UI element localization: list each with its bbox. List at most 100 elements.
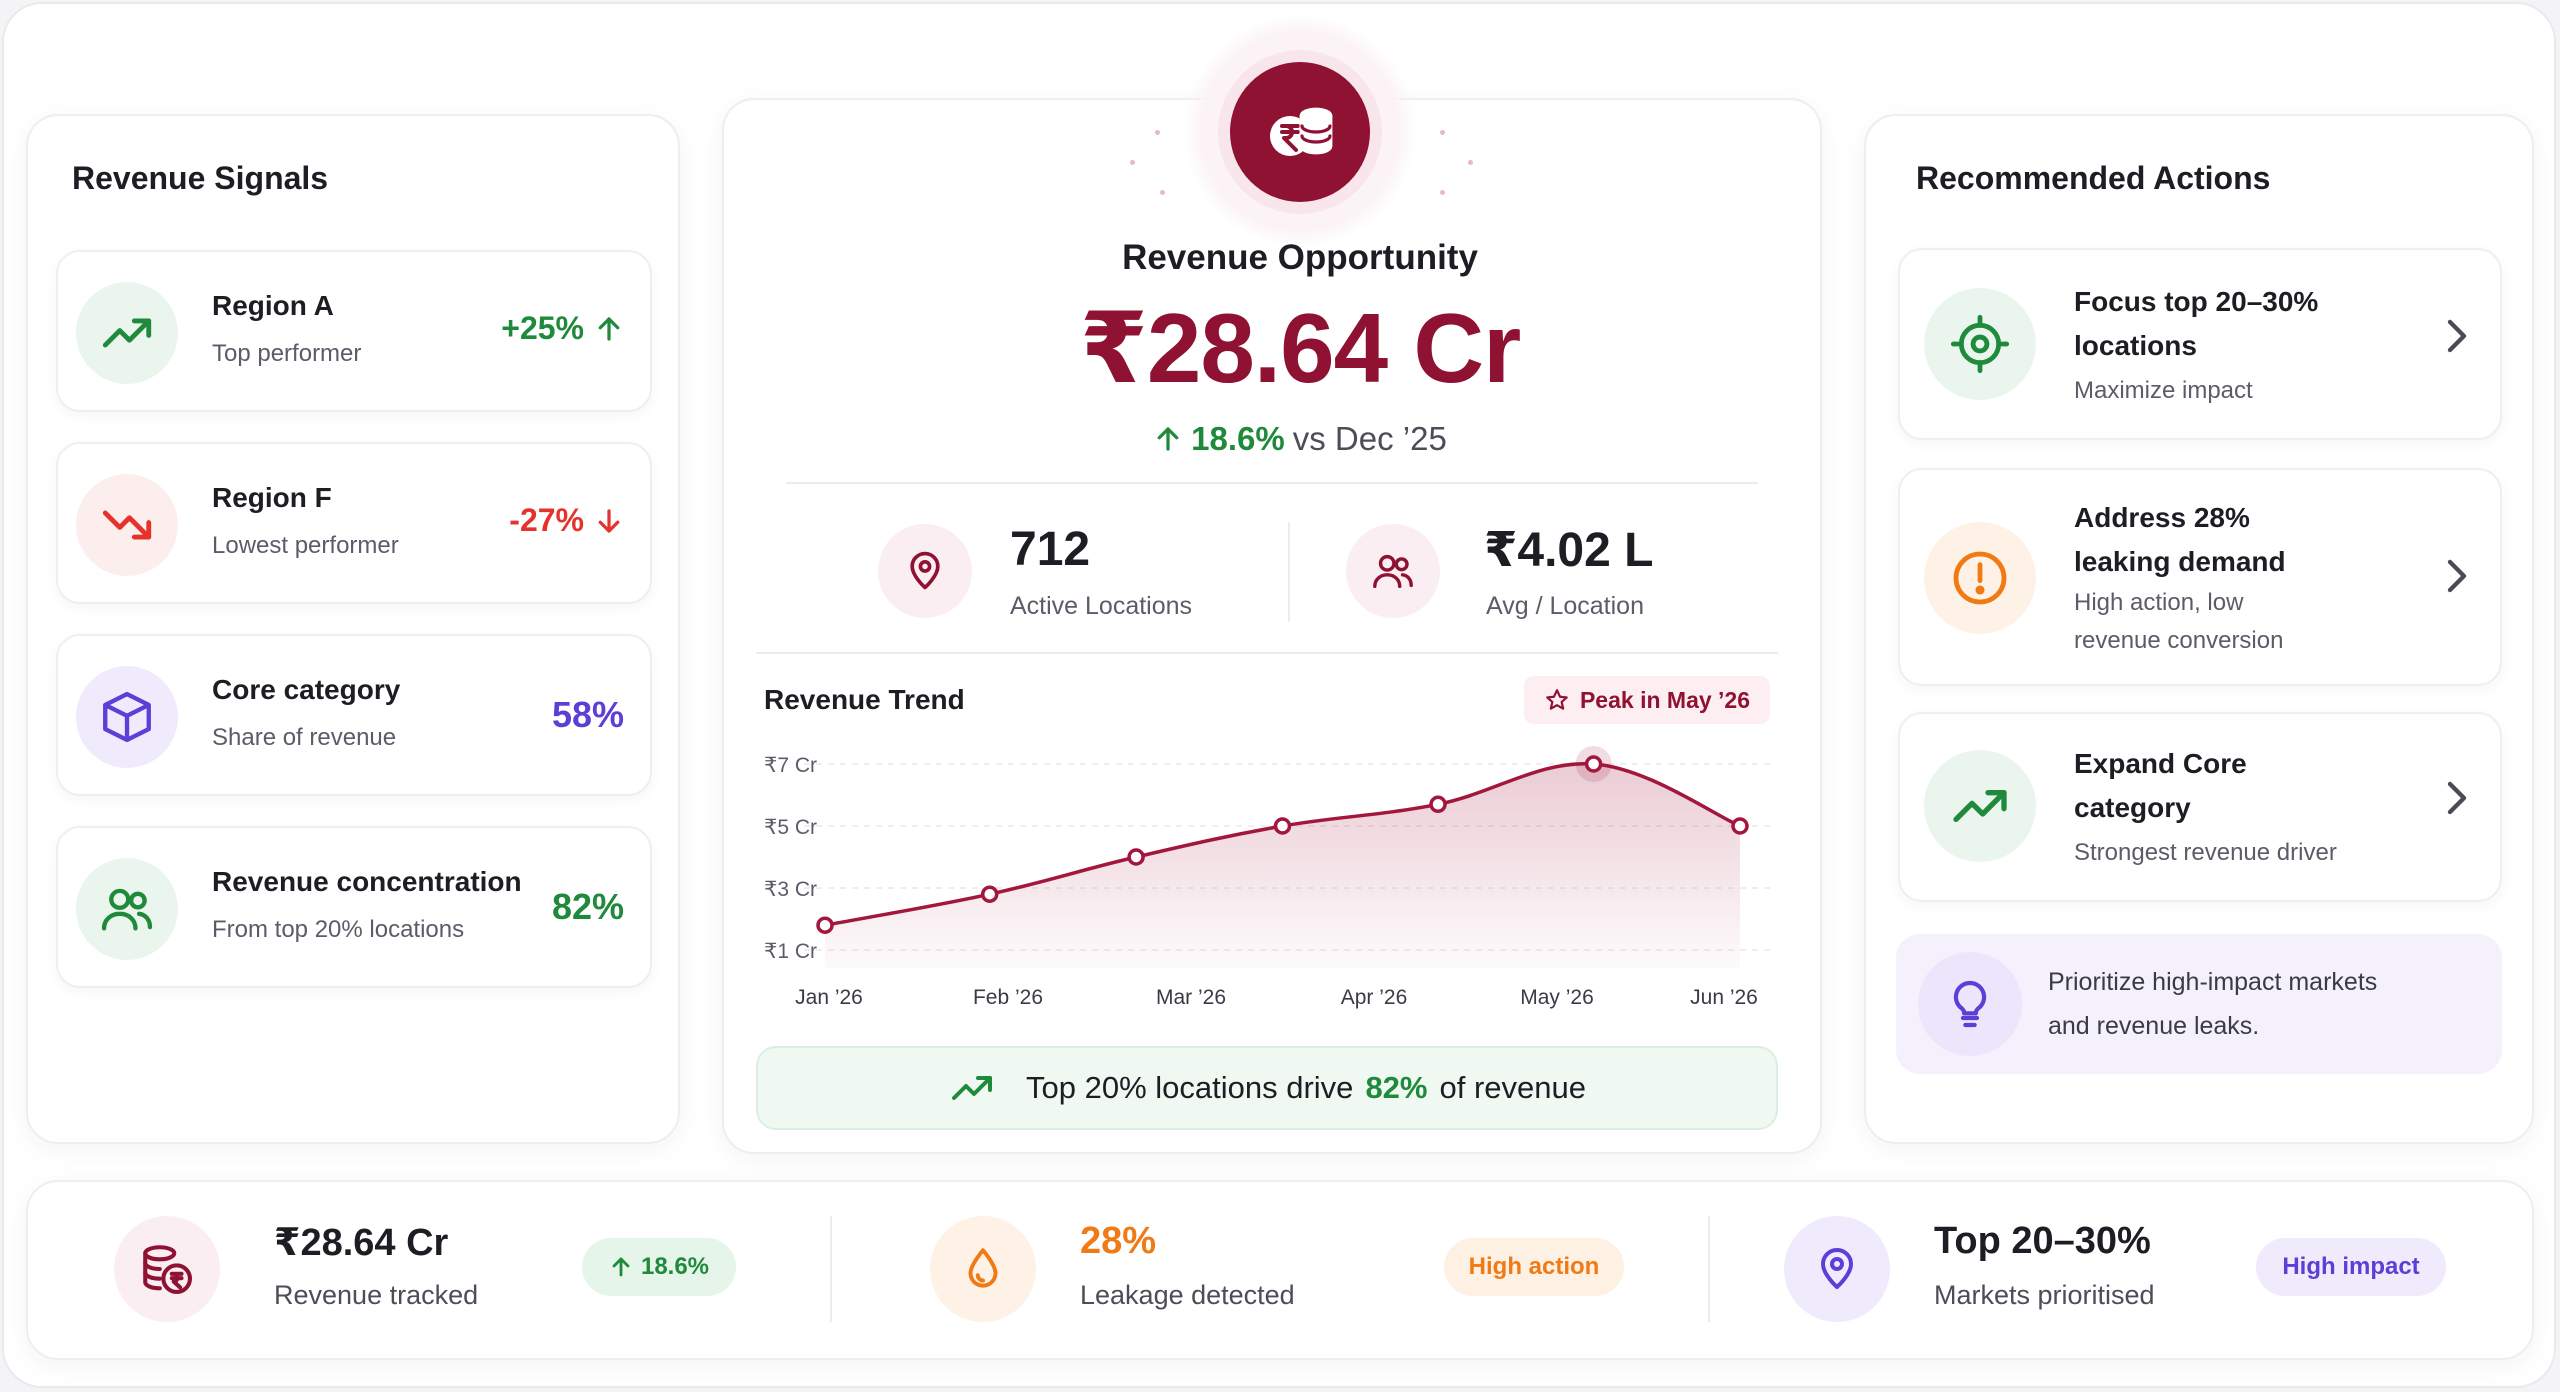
summary-markets-pill: High impact <box>2256 1238 2446 1296</box>
chart-point[interactable] <box>1731 817 1749 835</box>
signal-title: Core category <box>212 674 401 705</box>
signal-value-text: -27% <box>509 502 584 538</box>
action-title-line: leaking demand <box>2074 546 2286 577</box>
signal-subtitle: Lowest performer <box>212 532 399 559</box>
summary-leakage-pill: High action <box>1444 1238 1624 1296</box>
action-title-line: Address 28% <box>2074 502 2250 533</box>
signal-value: +25% <box>501 310 624 347</box>
signal-value: -27% <box>509 502 624 539</box>
chart-point[interactable] <box>1429 795 1447 814</box>
insight-suffix: of revenue <box>1439 1070 1586 1105</box>
chevron-right-icon <box>2442 778 2470 828</box>
summary-growth-pill-text: 18.6% <box>640 1253 710 1280</box>
signal-card-core-category[interactable]: Core category Share of revenue 58% <box>56 634 652 796</box>
action-title-line: category <box>2074 792 2191 823</box>
chart-ytick-label: ₹1 Cr <box>764 940 817 963</box>
chart-xtick-label: Mar ’26 <box>1156 986 1226 1009</box>
tip-card: Prioritize high-impact markets and reven… <box>1896 934 2502 1074</box>
summary-separator <box>830 1216 832 1322</box>
revenue-opportunity-panel <box>722 98 1822 1154</box>
signal-title: Revenue concentration <box>212 866 522 897</box>
cube-icon <box>76 666 178 768</box>
divider <box>756 652 1778 654</box>
action-title-line: locations <box>2074 330 2197 361</box>
insight-prefix: Top 20% locations drive <box>1026 1070 1354 1105</box>
signal-value: 58% <box>551 694 624 735</box>
action-title: Expand Core category <box>2074 742 2247 830</box>
insight-bar: Top 20% locations drive 82% of revenue <box>756 1046 1778 1130</box>
summary-separator <box>1708 1216 1710 1322</box>
alert-icon <box>1924 522 2036 634</box>
signal-subtitle: Share of revenue <box>212 724 397 751</box>
divider <box>786 482 1758 484</box>
chart-ytick-label: ₹7 Cr <box>764 754 817 777</box>
decor-dot <box>1130 160 1135 165</box>
chart-area-fill <box>825 763 1740 968</box>
chart-point[interactable] <box>980 885 999 903</box>
target-icon <box>1924 288 2036 400</box>
action-expand-core[interactable]: Expand Core category Strongest revenue d… <box>1898 712 2502 902</box>
action-subtitle: Strongest revenue driver <box>2074 839 2337 866</box>
location-pin-icon <box>878 524 972 618</box>
hero-title: Revenue Opportunity <box>1122 238 1478 277</box>
chart-point[interactable] <box>1127 848 1145 866</box>
revenue-signals-panel: Revenue Signals Region A Top performer +… <box>26 114 680 1144</box>
peak-badge: Peak in May ’26 <box>1524 676 1770 724</box>
chart-point[interactable] <box>1273 817 1292 835</box>
revenue-trend-chart: ₹1 Cr ₹3 Cr ₹5 Cr ₹7 Cr Jan ’26 Feb ’26 Mar ’… <box>764 746 1770 1009</box>
kpi-avg-location-label: Avg / Location <box>1486 592 1644 620</box>
chart-xtick-label: Jun ’26 <box>1690 986 1758 1009</box>
summary-revenue-label: Revenue tracked <box>274 1280 479 1310</box>
decor-dot <box>1468 160 1473 165</box>
signal-title: Region F <box>212 482 332 513</box>
kpi-active-locations-value: 712 <box>1010 523 1091 576</box>
chart-ytick-label: ₹5 Cr <box>764 816 817 839</box>
signal-card-region-a[interactable]: Region A Top performer +25% <box>56 250 652 412</box>
panel-title: Revenue Signals <box>72 160 329 196</box>
drop-icon <box>930 1216 1036 1322</box>
chart-xtick-label: May ’26 <box>1520 986 1594 1009</box>
chart-ytick-label: ₹3 Cr <box>764 878 817 901</box>
chart-xtick-label: Feb ’26 <box>973 986 1043 1009</box>
trend-up-icon <box>76 282 178 384</box>
users-icon <box>76 858 178 960</box>
tip-text: Prioritize high-impact markets and reven… <box>2048 960 2468 1048</box>
kpi-avg-location-value: ₹4.02 L <box>1484 524 1654 577</box>
trend-down-icon <box>76 474 178 576</box>
coins-icon <box>114 1216 220 1322</box>
summary-growth-pill: 18.6% <box>582 1238 736 1296</box>
star-icon <box>1546 689 1568 710</box>
action-address-leakage[interactable]: Address 28% leaking demand High action, … <box>1898 468 2502 686</box>
signal-subtitle: From top 20% locations <box>212 916 465 943</box>
chart-peak-point[interactable] <box>1584 755 1603 773</box>
action-subtitle: High action, low revenue conversion <box>2074 584 2283 660</box>
decor-dot <box>1440 190 1445 195</box>
action-title: Focus top 20–30% locations <box>2074 280 2318 368</box>
action-title-line: Expand Core <box>2074 748 2247 779</box>
signal-card-region-f[interactable]: Region F Lowest performer -27% <box>56 442 652 604</box>
action-focus-locations[interactable]: Focus top 20–30% locations Maximize impa… <box>1898 248 2502 440</box>
action-title-line: Focus top 20–30% <box>2074 286 2319 317</box>
chevron-right-icon <box>2442 556 2470 606</box>
arrow-up-icon <box>612 1257 630 1277</box>
action-subtitle: Maximize impact <box>2074 377 2253 404</box>
chevron-right-icon <box>2442 316 2470 366</box>
summary-markets-value: Top 20–30% <box>1934 1220 2151 1262</box>
panel-title: Recommended Actions <box>1916 160 2271 196</box>
summary-leakage-value: 28% <box>1080 1220 1157 1262</box>
location-pin-icon <box>1784 1216 1890 1322</box>
decor-dot <box>1155 130 1160 135</box>
peak-badge-text: Peak in May ’26 <box>1579 686 1751 713</box>
tip-text-line: and revenue leaks. <box>2048 1012 2260 1040</box>
signal-card-revenue-concentration[interactable]: Revenue concentration From top 20% locat… <box>56 826 652 988</box>
decor-dot <box>1160 190 1165 195</box>
lightbulb-icon <box>1918 952 2022 1056</box>
chart-point[interactable] <box>816 916 834 934</box>
hero-change: 18.6% vs Dec ’25 <box>1000 420 1600 458</box>
hero-change-text: vs Dec ’25 <box>1292 420 1447 457</box>
chart-xtick-label: Jan ’26 <box>795 986 863 1009</box>
hero-change-pct: 18.6% <box>1191 420 1285 457</box>
signal-title: Region A <box>212 290 334 321</box>
summary-strip <box>26 1180 2534 1360</box>
rupee-coins-icon <box>1230 62 1370 202</box>
